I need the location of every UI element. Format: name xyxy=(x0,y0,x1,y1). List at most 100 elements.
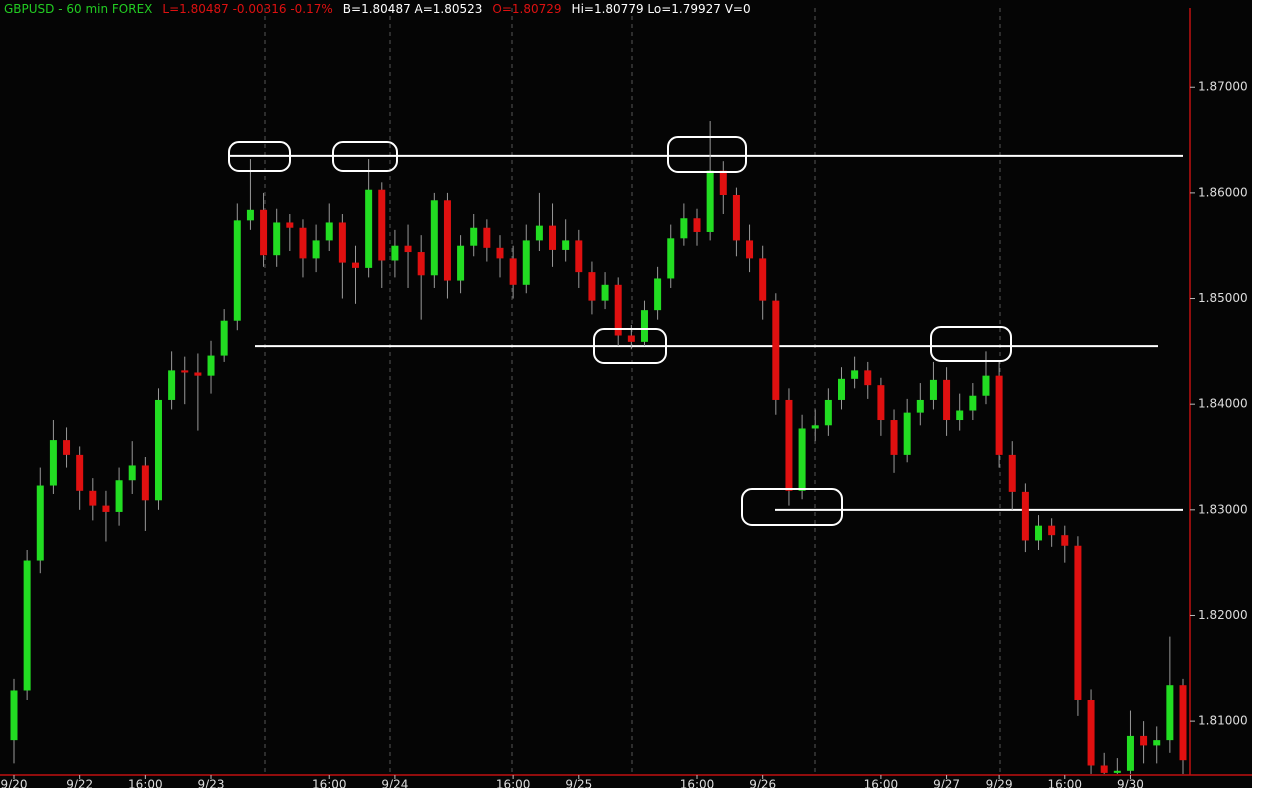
x-tick-label: 16:00 xyxy=(680,778,715,788)
candle-body xyxy=(23,560,31,691)
candle-body xyxy=(929,379,937,400)
candle-body xyxy=(338,222,346,263)
candle-body xyxy=(522,240,530,285)
candle-body xyxy=(1035,525,1043,541)
candle-body xyxy=(1126,735,1134,771)
candle-body xyxy=(36,485,44,561)
highlight-box xyxy=(332,141,398,172)
x-tick-label: 9/24 xyxy=(381,778,408,788)
candle-body xyxy=(299,227,307,259)
candle-body xyxy=(640,310,648,342)
candle-body xyxy=(969,395,977,411)
candle-body xyxy=(785,399,793,491)
candle-body xyxy=(982,375,990,396)
candle-body xyxy=(141,465,149,501)
info-item: GBPUSD - 60 min FOREX xyxy=(4,2,152,16)
candle-body xyxy=(233,220,241,321)
x-tick-label: 16:00 xyxy=(312,778,347,788)
candle-body xyxy=(417,252,425,276)
candle-body xyxy=(391,245,399,261)
info-item: O=1.80729 xyxy=(492,2,561,16)
highlight-box xyxy=(593,328,667,364)
candle-body xyxy=(89,490,97,506)
x-tick-label: 9/26 xyxy=(749,778,776,788)
info-item: B=1.80487 A=1.80523 xyxy=(343,2,483,16)
candle-body xyxy=(1140,735,1148,746)
x-tick-label: 16:00 xyxy=(1047,778,1082,788)
info-item: Hi=1.80779 Lo=1.79927 V=0 xyxy=(572,2,751,16)
candle-body xyxy=(325,222,333,241)
candle-body xyxy=(102,505,110,512)
highlight-boxes xyxy=(228,136,1012,526)
candle-body xyxy=(877,385,885,421)
candle-body xyxy=(509,258,517,285)
y-tick-label: 1.85000 xyxy=(1198,291,1248,305)
y-tick-label: 1.84000 xyxy=(1198,397,1248,411)
candle-body xyxy=(995,375,1003,455)
candle-body xyxy=(811,425,819,429)
candle-body xyxy=(837,378,845,400)
candle-body xyxy=(207,355,215,376)
candle-body xyxy=(246,209,254,221)
candle-body xyxy=(49,440,57,486)
candle-body xyxy=(1179,685,1187,761)
candle-body xyxy=(457,245,465,281)
x-tick-label: 16:00 xyxy=(864,778,899,788)
candle-body xyxy=(378,189,386,261)
highlight-box xyxy=(741,488,843,526)
candle-body xyxy=(588,272,596,301)
candle-body xyxy=(312,240,320,259)
candle-body xyxy=(260,209,268,256)
candle-body xyxy=(128,465,136,481)
candle-body xyxy=(680,218,688,239)
highlight-box xyxy=(667,136,747,173)
x-tick-label: 9/27 xyxy=(933,778,960,788)
candle-body xyxy=(365,189,373,268)
candle-body xyxy=(562,240,570,250)
candle-body xyxy=(706,170,714,232)
highlight-box xyxy=(930,326,1012,362)
y-tick-label: 1.82000 xyxy=(1198,608,1248,622)
x-tick-label: 9/22 xyxy=(66,778,93,788)
candle-body xyxy=(627,335,635,342)
candle-body xyxy=(483,227,491,248)
candle-body xyxy=(352,262,360,268)
candle-body xyxy=(956,410,964,421)
info-line: GBPUSD - 60 min FOREX L=1.80487 -0.00316 … xyxy=(4,2,751,16)
candle-body xyxy=(115,480,123,512)
candle-body xyxy=(1074,545,1082,700)
candle-body xyxy=(154,399,162,501)
candle-body xyxy=(1166,685,1174,741)
candle-body xyxy=(194,372,202,376)
candle-body xyxy=(286,222,294,228)
x-tick-label: 9/25 xyxy=(565,778,592,788)
candle-body xyxy=(1087,699,1095,766)
candle-body xyxy=(1008,454,1016,492)
candle-body xyxy=(220,320,228,356)
candle-body xyxy=(430,200,438,276)
candle-body xyxy=(1061,535,1069,546)
candle-body xyxy=(798,428,806,491)
candle-body xyxy=(746,240,754,259)
candle-body xyxy=(614,284,622,336)
y-tick-label: 1.87000 xyxy=(1198,80,1248,94)
candle-body xyxy=(916,399,924,413)
candle-body xyxy=(575,240,583,273)
candle-body xyxy=(667,238,675,279)
candle-body xyxy=(601,284,609,301)
candle-body xyxy=(654,278,662,311)
x-tick-label: 16:00 xyxy=(128,778,163,788)
candle-body xyxy=(772,300,780,400)
candle-body xyxy=(851,370,859,379)
candle-body xyxy=(943,379,951,421)
candle-body xyxy=(1100,765,1108,773)
candle-body xyxy=(273,222,281,256)
candle-body xyxy=(732,194,740,241)
x-tick-label: 16:00 xyxy=(496,778,531,788)
candle-body xyxy=(903,412,911,455)
x-tick-label: 9/23 xyxy=(198,778,225,788)
candle-body xyxy=(63,440,71,455)
